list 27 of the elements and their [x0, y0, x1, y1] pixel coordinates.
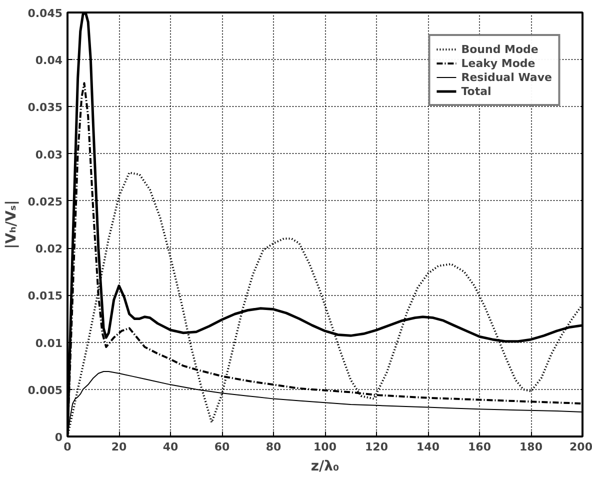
y-tick-label: 0.035: [28, 101, 63, 114]
y-tick-label: 0.03: [35, 148, 62, 162]
x-tick-label: 100: [314, 440, 337, 454]
x-tick-label: 160: [468, 440, 492, 454]
legend-label: Leaky Mode: [461, 56, 536, 70]
x-tick-label: 180: [520, 440, 543, 454]
y-tick-label: 0.01: [35, 336, 62, 350]
y-tick-label: 0.005: [28, 384, 63, 397]
y-tick-label: 0.02: [35, 242, 62, 256]
legend-label: Total: [461, 84, 492, 98]
y-tick-label: 0.015: [28, 290, 63, 303]
x-axis-title: z/λ₀: [310, 458, 340, 474]
legend-label: Bound Mode: [461, 42, 538, 56]
legend-label: Residual Wave: [461, 70, 552, 84]
x-tick-label: 140: [416, 440, 440, 454]
x-tick-label: 40: [162, 440, 178, 454]
y-tick-label: 0.025: [28, 195, 63, 208]
y-tick-label: 0.045: [28, 7, 63, 20]
x-tick-label: 0: [64, 440, 72, 454]
x-tick-label: 120: [365, 440, 388, 454]
x-tick-label: 80: [266, 440, 282, 454]
x-tick-label: 200: [570, 440, 592, 454]
y-axis-title: |Vₕ/Vₛ|: [4, 200, 20, 249]
x-tick-label: 20: [111, 440, 127, 454]
y-tick-label: 0: [54, 431, 63, 444]
y-tick-label: 0.04: [35, 54, 63, 68]
x-tick-label: 60: [214, 440, 230, 454]
